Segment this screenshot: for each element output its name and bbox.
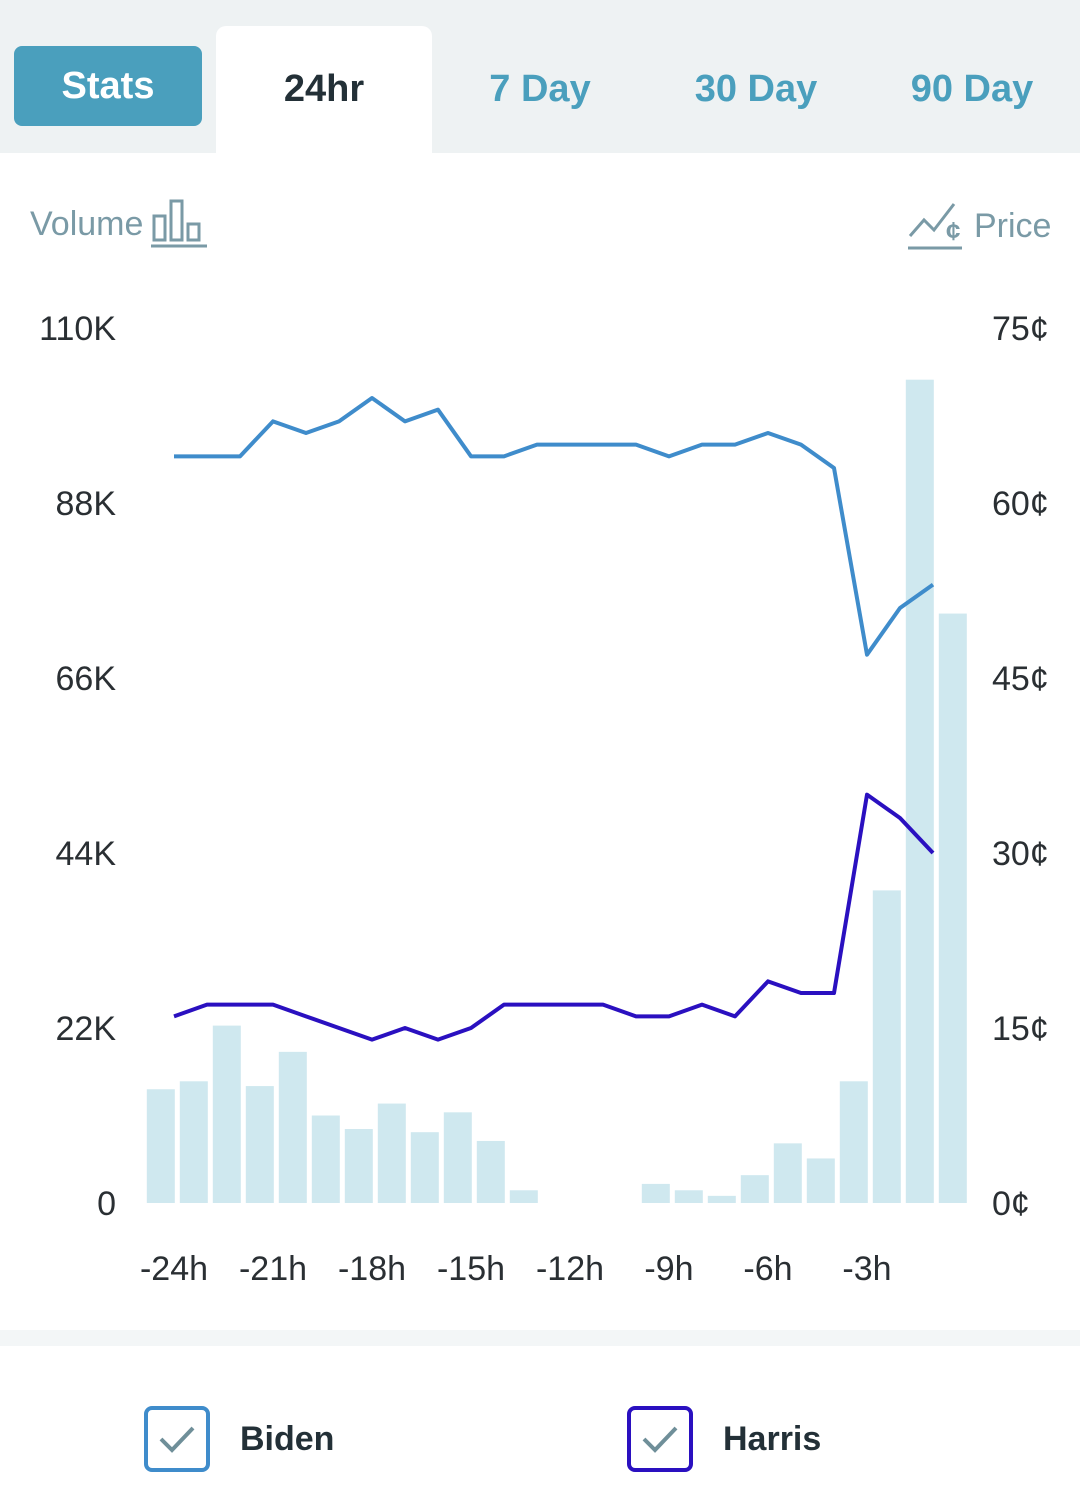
right-axis-tick: 0¢ <box>992 1185 1030 1223</box>
tab-90-day[interactable]: 90 Day <box>910 68 1034 110</box>
x-axis-tick: -21h <box>239 1250 307 1288</box>
tab-24hr[interactable]: 24hr <box>216 26 432 153</box>
tab-30-day[interactable]: 30 Day <box>694 68 818 110</box>
x-axis-tick: -6h <box>743 1250 792 1288</box>
volume-bar <box>278 1051 307 1203</box>
volume-bar <box>641 1183 670 1203</box>
x-axis-tick: -18h <box>338 1250 406 1288</box>
volume-bar <box>476 1140 505 1203</box>
right-axis-tick: 60¢ <box>992 485 1049 523</box>
harris-label: Harris <box>723 1419 822 1458</box>
biden-label: Biden <box>240 1419 335 1458</box>
check-icon <box>642 1426 678 1453</box>
volume-bars <box>146 379 967 1203</box>
volume-bar <box>509 1190 538 1203</box>
left-axis-tick: 110K <box>39 310 116 348</box>
timeframe-tab-bar: Stats 24hr 7 Day 30 Day 90 Day <box>0 0 1080 153</box>
price-lines <box>173 396 935 1042</box>
left-axis-tick: 66K <box>56 660 117 698</box>
right-axis-tick: 75¢ <box>992 310 1049 348</box>
biden-checkbox[interactable] <box>144 1406 210 1472</box>
volume-bar <box>245 1086 274 1203</box>
volume-bar <box>443 1112 472 1203</box>
volume-bar <box>806 1158 835 1203</box>
divider <box>0 1330 1080 1346</box>
biden-price-line <box>174 396 935 657</box>
harris-price-line <box>173 792 935 1042</box>
volume-bar <box>377 1103 406 1203</box>
volume-bar <box>773 1143 802 1203</box>
axis-labels: 0 22K 44K 66K 88K 110K 0¢ 15¢ 30¢ 45¢ 60¢ 75¢ -24h -2… <box>39 310 1049 1288</box>
left-axis-tick: 0 <box>97 1185 116 1223</box>
right-axis-tick: 45¢ <box>992 660 1049 698</box>
right-axis-tick: 15¢ <box>992 1010 1049 1048</box>
volume-toggle-label: Volume <box>30 204 144 243</box>
volume-bar <box>740 1175 769 1203</box>
harris-checkbox[interactable] <box>627 1406 693 1472</box>
x-axis-tick: -12h <box>536 1250 604 1288</box>
right-axis-tick: 30¢ <box>992 835 1049 873</box>
bar-chart-icon <box>151 199 208 248</box>
tab-7-day[interactable]: 7 Day <box>489 68 591 110</box>
x-axis-tick: -9h <box>644 1250 693 1288</box>
check-icon <box>159 1426 195 1453</box>
price-line-icon: ¢ <box>908 203 962 250</box>
volume-bar <box>872 890 901 1203</box>
volume-bar <box>212 1025 241 1203</box>
price-toggle[interactable]: ¢ Price <box>906 198 1051 254</box>
svg-text:¢: ¢ <box>946 216 960 246</box>
x-axis-tick: -15h <box>437 1250 505 1288</box>
volume-bar <box>311 1115 340 1203</box>
volume-bar <box>707 1195 736 1203</box>
volume-bar <box>674 1190 703 1203</box>
legend-biden[interactable]: Biden <box>144 1406 334 1472</box>
x-axis-tick: -24h <box>140 1250 208 1288</box>
price-volume-chart: 0 22K 44K 66K 88K 110K 0¢ 15¢ 30¢ 45¢ 60¢ 75¢ -24h -2… <box>39 310 1049 1288</box>
volume-toggle[interactable]: Volume <box>30 198 211 250</box>
price-toggle-label: Price <box>974 206 1052 245</box>
volume-bar <box>179 1081 208 1203</box>
legend-harris[interactable]: Harris <box>627 1406 821 1472</box>
left-axis-tick: 44K <box>56 835 117 873</box>
volume-bar <box>938 613 967 1203</box>
volume-bar <box>146 1089 175 1203</box>
volume-bar <box>839 1081 868 1203</box>
volume-bar <box>344 1129 373 1203</box>
volume-bar <box>905 379 934 1203</box>
left-axis-tick: 88K <box>56 485 117 523</box>
stats-button[interactable]: Stats <box>14 46 202 126</box>
volume-bar <box>410 1132 439 1203</box>
x-axis-tick: -3h <box>842 1250 891 1288</box>
left-axis-tick: 22K <box>56 1010 117 1048</box>
